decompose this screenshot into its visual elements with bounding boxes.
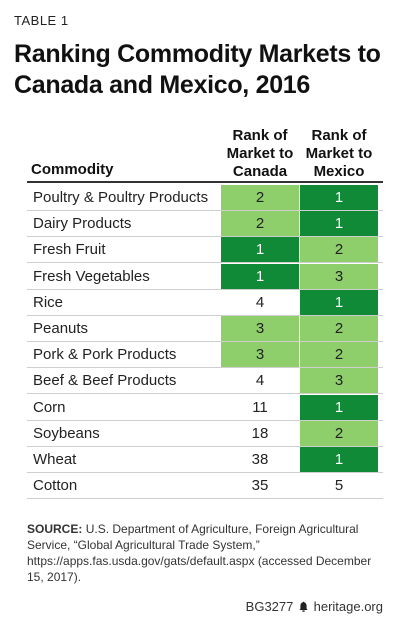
commodity-name: Fresh Fruit [33, 241, 106, 259]
table-title: Ranking Commodity Markets to Canada and … [14, 40, 381, 99]
table-row: Cotton 35 5 [27, 473, 383, 500]
mexico-rank-cell: 5 [334, 477, 344, 495]
row-divider [27, 472, 383, 473]
canada-rank-cell: 2 [221, 185, 299, 210]
mexico-rank-cell: 2 [300, 342, 378, 368]
commodity-name: Wheat [33, 451, 77, 468]
bell-icon [299, 601, 308, 612]
canada-rank-cell: 4 [255, 372, 265, 390]
footer-site: heritage.org [313, 599, 383, 614]
canada-rank-cell: 4 [255, 293, 265, 311]
table-row: Fresh Fruit 1 2 [27, 237, 383, 264]
mexico-rank-cell: 2 [300, 237, 378, 263]
footer: BG3277 heritage.org [246, 599, 383, 614]
table-label: TABLE 1 [14, 13, 69, 28]
row-divider [27, 262, 383, 264]
canada-rank-cell: 1 [221, 263, 299, 289]
header-canada: Rank of Market to Canada [226, 127, 294, 180]
row-divider [27, 367, 383, 369]
commodity-name: Dairy Products [33, 215, 132, 233]
header-mexico: Rank of Market to Mexico [305, 127, 373, 180]
canada-rank-cell: 35 [251, 477, 269, 495]
row-divider [27, 445, 383, 447]
source-note: SOURCE: U.S. Department of Agriculture, … [27, 521, 383, 585]
table-row: Beef & Beef Products 4 3 [27, 368, 383, 395]
header-commodity: Commodity [31, 161, 114, 178]
canada-rank-cell: 38 [251, 451, 269, 468]
mexico-rank-cell: 1 [300, 211, 378, 237]
table-row: Fresh Vegetables 1 3 [27, 263, 383, 290]
footer-code: BG3277 [245, 599, 294, 614]
commodity-name: Beef & Beef Products [33, 372, 177, 390]
source-text: U.S. Department of Agriculture, Foreign … [27, 522, 372, 584]
row-divider [27, 236, 383, 238]
commodity-name: Rice [33, 293, 64, 311]
commodity-name: Poultry & Poultry Products [33, 189, 209, 206]
source-label: SOURCE: [27, 522, 83, 536]
table-row: Peanuts 3 2 [27, 316, 383, 342]
table-row: Corn 11 1 [27, 394, 383, 421]
mexico-rank-cell: 1 [300, 447, 378, 472]
mexico-rank-cell: 1 [300, 394, 378, 420]
canada-rank-cell: 18 [251, 424, 269, 442]
commodity-name: Corn [33, 398, 66, 416]
commodity-name: Soybeans [33, 424, 100, 442]
mexico-rank-cell: 2 [300, 420, 378, 446]
table-row: Pork & Pork Products 3 2 [27, 342, 383, 369]
row-divider [27, 314, 383, 316]
row-divider [27, 393, 383, 395]
table-row: Dairy Products 2 1 [27, 211, 383, 238]
table-row: Poultry & Poultry Products 2 1 [27, 185, 383, 211]
mexico-rank-cell: 2 [300, 316, 378, 341]
mexico-rank-cell: 3 [300, 263, 378, 289]
table-row: Wheat 38 1 [27, 447, 383, 473]
table-row: Soybeans 18 2 [27, 420, 383, 447]
canada-rank-cell: 11 [252, 398, 268, 416]
row-divider [27, 498, 383, 500]
row-divider [27, 210, 383, 211]
commodity-name: Pork & Pork Products [33, 346, 177, 364]
row-divider [27, 419, 383, 421]
commodity-name: Cotton [33, 477, 78, 495]
commodity-name: Peanuts [33, 320, 89, 337]
canada-rank-cell: 1 [221, 237, 299, 263]
mexico-rank-cell: 3 [300, 368, 378, 394]
canada-rank-cell: 3 [221, 316, 299, 341]
canada-rank-cell: 3 [221, 342, 299, 368]
table-row: Rice 4 1 [27, 289, 383, 316]
row-divider [27, 288, 383, 290]
commodity-name: Fresh Vegetables [33, 267, 150, 285]
mexico-rank-cell: 1 [300, 185, 378, 210]
mexico-rank-cell: 1 [300, 289, 378, 315]
row-divider [27, 341, 383, 342]
canada-rank-cell: 2 [221, 211, 299, 237]
header-divider [27, 181, 383, 183]
